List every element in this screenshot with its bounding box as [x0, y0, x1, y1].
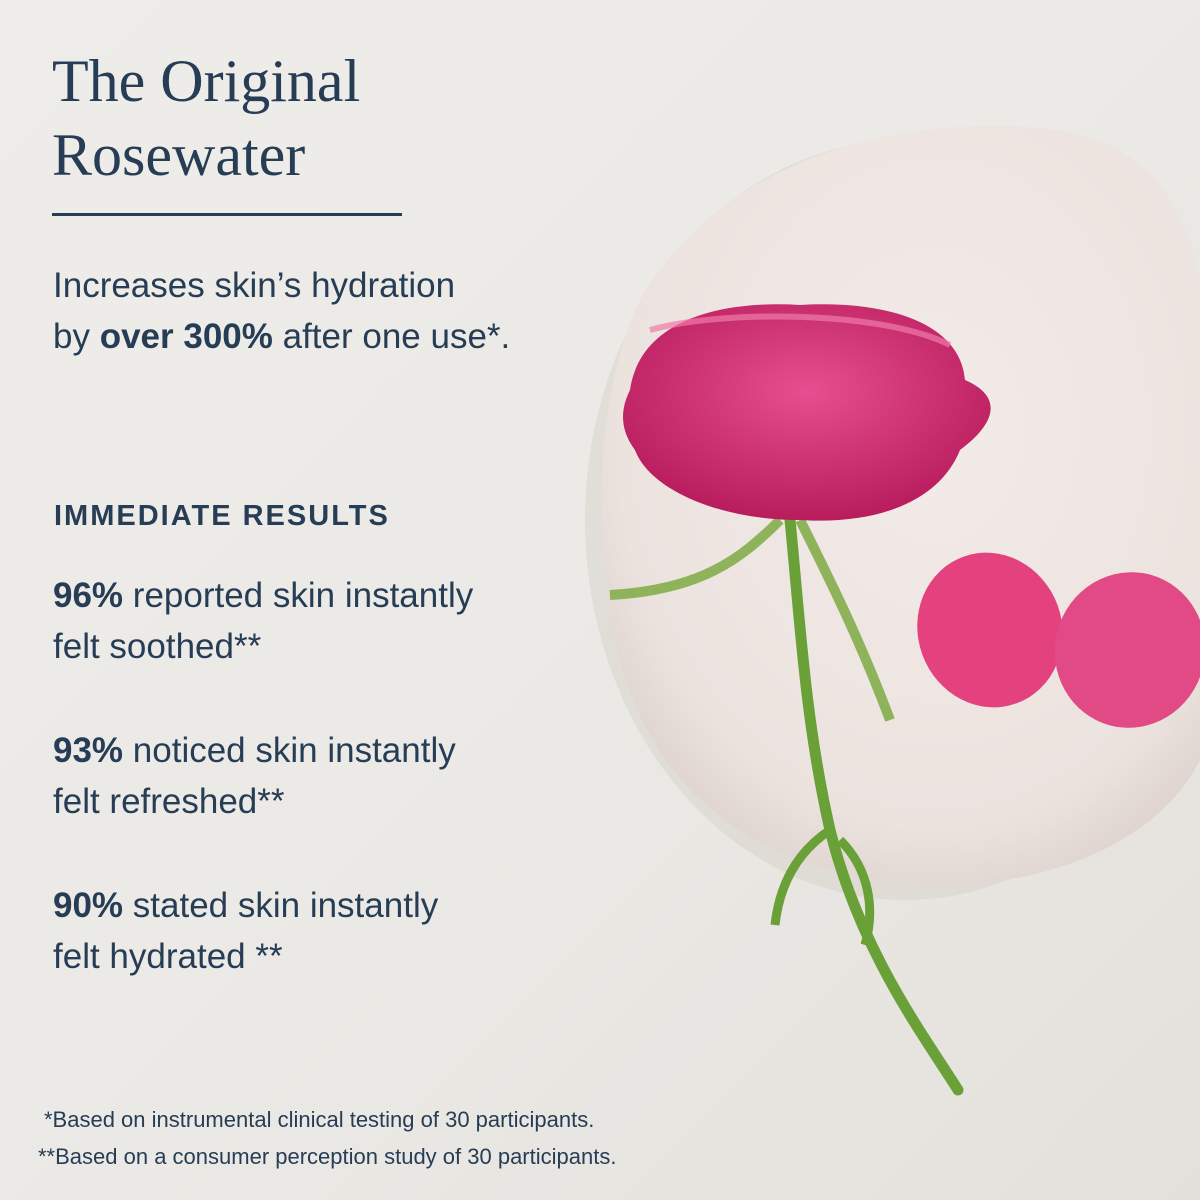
- title-line: The Original: [52, 48, 361, 114]
- rose-petal-fold: [649, 313, 952, 348]
- stat-text: stated skin instantly: [123, 886, 439, 925]
- rose-bloom: [623, 304, 991, 521]
- sepal: [795, 517, 895, 722]
- stat-value: 93%: [53, 731, 124, 770]
- stat-value: 90%: [53, 886, 124, 925]
- claim-text: by: [53, 317, 100, 356]
- sepal: [609, 516, 784, 600]
- hydration-claim: Increases skin’s hydration by over 300% …: [53, 260, 510, 362]
- footnote: *Based on instrumental clinical testing …: [44, 1107, 595, 1132]
- stat-text: felt hydrated **: [53, 937, 283, 976]
- leaf: [836, 836, 875, 947]
- loose-petal: [1054, 572, 1200, 728]
- stat-text: reported skin instantly: [123, 576, 474, 615]
- loose-petal: [917, 552, 1063, 708]
- title-divider: [52, 213, 402, 216]
- stat-item: 93% noticed skin instantly felt refreshe…: [53, 725, 456, 827]
- claim-text: after one use*.: [272, 317, 511, 356]
- claim-line: Increases skin’s hydration: [53, 266, 456, 305]
- stat-value: 96%: [53, 576, 124, 615]
- footnote: **Based on a consumer perception study o…: [38, 1144, 617, 1169]
- stat-text: felt refreshed**: [53, 782, 285, 821]
- page-title: The Original Rosewater: [52, 44, 360, 192]
- claim-highlight: over 300%: [99, 317, 273, 356]
- stat-text: noticed skin instantly: [123, 731, 456, 770]
- section-heading: IMMEDIATE RESULTS: [54, 500, 390, 532]
- title-line: Rosewater: [52, 122, 306, 188]
- stat-item: 90% stated skin instantly felt hydrated …: [53, 880, 438, 982]
- stat-item: 96% reported skin instantly felt soothed…: [53, 570, 473, 672]
- leaf: [770, 826, 833, 926]
- stat-text: felt soothed**: [53, 627, 262, 666]
